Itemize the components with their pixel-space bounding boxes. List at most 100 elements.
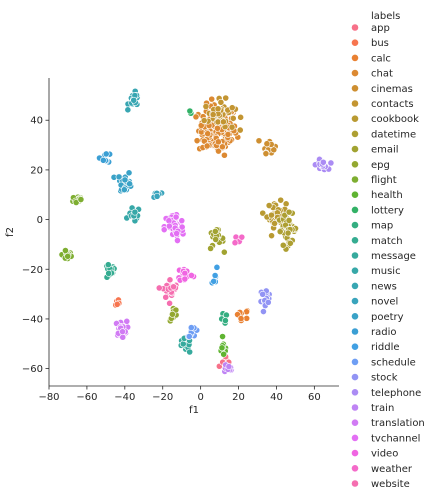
point-riddle	[210, 277, 218, 285]
point-email	[207, 245, 214, 252]
legend-marker	[351, 69, 359, 77]
legend-item-message: message	[351, 251, 416, 262]
point-tvchannel	[165, 222, 173, 230]
legend-label: translation	[371, 418, 425, 429]
y-axis-label: f2	[5, 227, 16, 237]
point-chat	[197, 122, 205, 129]
legend-item-bus: bus	[351, 38, 389, 49]
legend-item-flight: flight	[351, 175, 397, 186]
legend: labels app bus calc chat cinemas contacts cook…	[351, 11, 425, 490]
legend-marker	[351, 190, 359, 199]
legend-marker	[351, 403, 359, 412]
point-novel	[153, 192, 161, 200]
legend-marker	[351, 479, 359, 488]
point-chat	[192, 113, 200, 121]
point-website	[155, 284, 163, 292]
legend-item-train: train	[351, 403, 394, 414]
point-website	[166, 299, 173, 307]
legend-marker	[351, 388, 359, 397]
point-health	[220, 350, 228, 358]
legend-label: weather	[371, 464, 413, 475]
point-website	[162, 293, 170, 301]
point-contacts	[236, 126, 244, 134]
point-cookbook	[259, 209, 267, 217]
point-email	[212, 236, 220, 243]
point-cinemas	[263, 140, 271, 148]
point-telephone	[327, 159, 335, 167]
legend-label: contacts	[371, 99, 414, 110]
legend-marker	[351, 251, 359, 260]
legend-label: epg	[371, 160, 390, 171]
legend-item-novel: novel	[351, 297, 398, 308]
point-tvchannel	[173, 230, 181, 237]
legend-marker	[351, 23, 359, 32]
x-tick-label: −80	[38, 392, 59, 403]
point-datetime	[279, 241, 287, 249]
point-datetime	[284, 229, 292, 237]
point-tvchannel	[174, 237, 181, 244]
point-stock	[259, 290, 267, 298]
point-website	[166, 276, 174, 284]
legend-label: email	[371, 145, 399, 156]
point-radio	[99, 156, 107, 164]
point-radio	[102, 150, 110, 158]
legend-item-riddle: riddle	[351, 342, 400, 353]
axes: −80 −60 −40 −20 0 20 40 60 −60 −40 −20 0 20 40 f1 f2	[5, 78, 339, 416]
legend-marker	[351, 205, 359, 214]
x-tick-label: −40	[114, 392, 135, 403]
x-tick-label: −20	[152, 392, 173, 403]
point-contacts	[209, 111, 217, 118]
point-contacts	[202, 103, 210, 110]
point-poetry	[126, 180, 134, 188]
point-email	[211, 228, 219, 235]
legend-marker	[351, 266, 359, 275]
legend-item-telephone: telephone	[351, 388, 421, 399]
legend-item-map: map	[351, 221, 393, 232]
point-datetime	[285, 216, 293, 224]
legend-item-epg: epg	[351, 160, 390, 171]
point-cinemas	[262, 150, 270, 158]
legend-label: telephone	[371, 388, 421, 399]
legend-label: map	[371, 221, 393, 232]
legend-item-website: website	[351, 479, 410, 490]
legend-marker	[351, 357, 359, 366]
point-map	[221, 317, 229, 324]
point-cinemas	[270, 146, 278, 154]
legend-label: schedule	[371, 357, 416, 368]
point-contacts	[217, 98, 225, 106]
legend-label: calc	[371, 53, 391, 64]
y-tick-label: 0	[37, 215, 43, 226]
legend-label: riddle	[371, 342, 400, 353]
point-health	[219, 333, 226, 340]
legend-marker	[351, 236, 359, 245]
point-poetry	[125, 169, 133, 177]
point-riddle	[213, 263, 221, 271]
point-website	[170, 283, 177, 291]
legend-item-music: music	[351, 266, 401, 277]
legend-item-weather: weather	[351, 464, 413, 475]
legend-item-tvchannel: tvchannel	[351, 433, 420, 444]
legend-label: train	[371, 403, 394, 414]
y-tick-label: −20	[22, 265, 43, 276]
legend-marker	[351, 433, 359, 442]
point-cookbook	[265, 202, 273, 209]
point-weather	[238, 233, 246, 241]
point-chat	[204, 130, 212, 138]
legend-label: health	[371, 190, 403, 201]
legend-label: novel	[371, 297, 398, 308]
legend-marker	[351, 327, 359, 336]
point-bus	[113, 300, 121, 308]
point-translation	[123, 317, 131, 325]
point-contacts	[228, 123, 236, 131]
y-tick-label: −40	[22, 314, 43, 325]
legend-marker	[351, 449, 359, 457]
point-video	[181, 269, 189, 277]
point-map	[223, 311, 230, 319]
legend-marker	[351, 129, 359, 138]
legend-marker	[351, 84, 359, 93]
point-poetry	[115, 173, 123, 181]
point-video	[188, 272, 195, 279]
point-chat	[193, 137, 201, 145]
point-poetry	[121, 176, 129, 184]
